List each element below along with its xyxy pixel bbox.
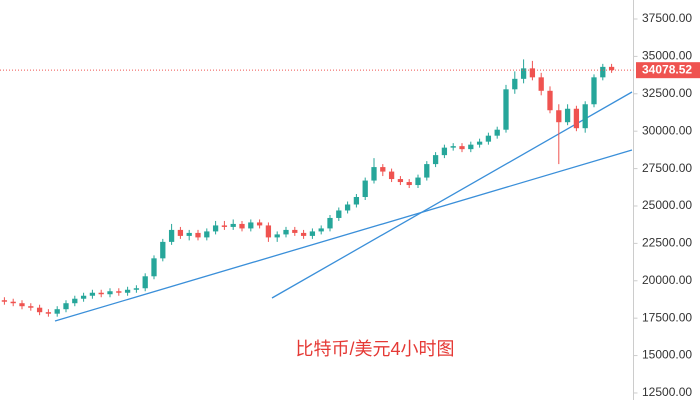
candle-body [573,108,580,129]
candle-body [142,276,148,289]
y-tick-label: 35000.00 [642,49,692,63]
y-tick-label: 17500.00 [642,310,692,324]
candle-body [432,155,439,165]
y-tick-label: 12500.00 [642,385,692,399]
candle-body [72,298,78,304]
candle-body [212,225,219,232]
y-tick-label: 27500.00 [642,161,692,175]
candle-body [116,291,122,293]
candle-body [582,104,588,129]
candle-body [494,129,500,136]
candle-body [283,229,289,235]
candle-body [45,312,52,314]
candle-body [476,141,483,145]
candle-body [28,306,34,308]
candle-body [54,309,60,314]
candle-body [538,77,544,91]
candle-body [362,180,368,198]
candle-body [485,135,492,142]
y-tick-label: 32500.00 [642,86,692,100]
candle-body [265,225,272,238]
candle-body [600,66,606,78]
candle-body [221,225,228,227]
candle-body [204,231,210,238]
trend-line [54,149,633,322]
y-tick-label: 30000.00 [642,123,692,137]
y-tick-label: 25000.00 [642,198,692,212]
candle-body [300,232,307,236]
candle-body [160,241,166,259]
candle-body [133,288,140,290]
candle-body [177,229,184,236]
candle-body [564,108,571,123]
candle-body [608,66,615,71]
candle-body [318,228,324,232]
candle-body [406,182,412,186]
candle-body [274,234,280,238]
candle-body [424,164,430,178]
candle-body [450,146,456,148]
candle-body [151,258,157,277]
candle-body [36,307,43,313]
candle-body [353,197,360,205]
candle-body [124,289,131,293]
chart-title: 比特币/美元4小时图 [295,339,454,359]
candle-body [89,292,96,296]
candle-body [336,210,342,218]
candle-body [256,222,263,226]
candle-body [380,167,386,172]
candle-body [441,147,448,156]
candle-body [344,204,351,211]
candle-body [1,300,8,302]
candle-body [397,179,404,183]
candle-body [107,291,113,295]
candle-body [98,292,104,295]
candle-body [327,217,333,229]
candle-body [468,144,474,150]
candle-body [459,146,465,150]
candle-body [168,229,175,242]
last-price-box [636,62,700,79]
candle-body [292,229,298,233]
candle-body [371,167,377,181]
candle-body [520,68,527,79]
candle-body [63,303,69,310]
candle-body [309,231,316,236]
candle-body [19,303,25,307]
candle-body [547,90,553,111]
candle-body [186,232,192,236]
candle-body [230,223,236,227]
y-tick-label: 22500.00 [642,236,692,250]
y-tick-label: 15000.00 [642,348,692,362]
y-tick-label: 20000.00 [642,273,692,287]
last-price-label: 34078.52 [642,62,692,76]
candle-body [415,177,421,186]
candle-body [80,295,87,299]
trend-line [271,91,633,299]
candle-body [503,89,509,130]
candle-body [591,77,597,105]
candle-body [248,222,254,229]
candle-body [195,232,201,238]
candle-body [239,223,245,229]
candle-body [512,78,518,90]
candle-body [529,68,536,78]
candle-body [10,301,16,304]
y-tick-label: 37500.00 [642,11,692,25]
candle-body [388,171,395,180]
candle-body [556,110,562,123]
